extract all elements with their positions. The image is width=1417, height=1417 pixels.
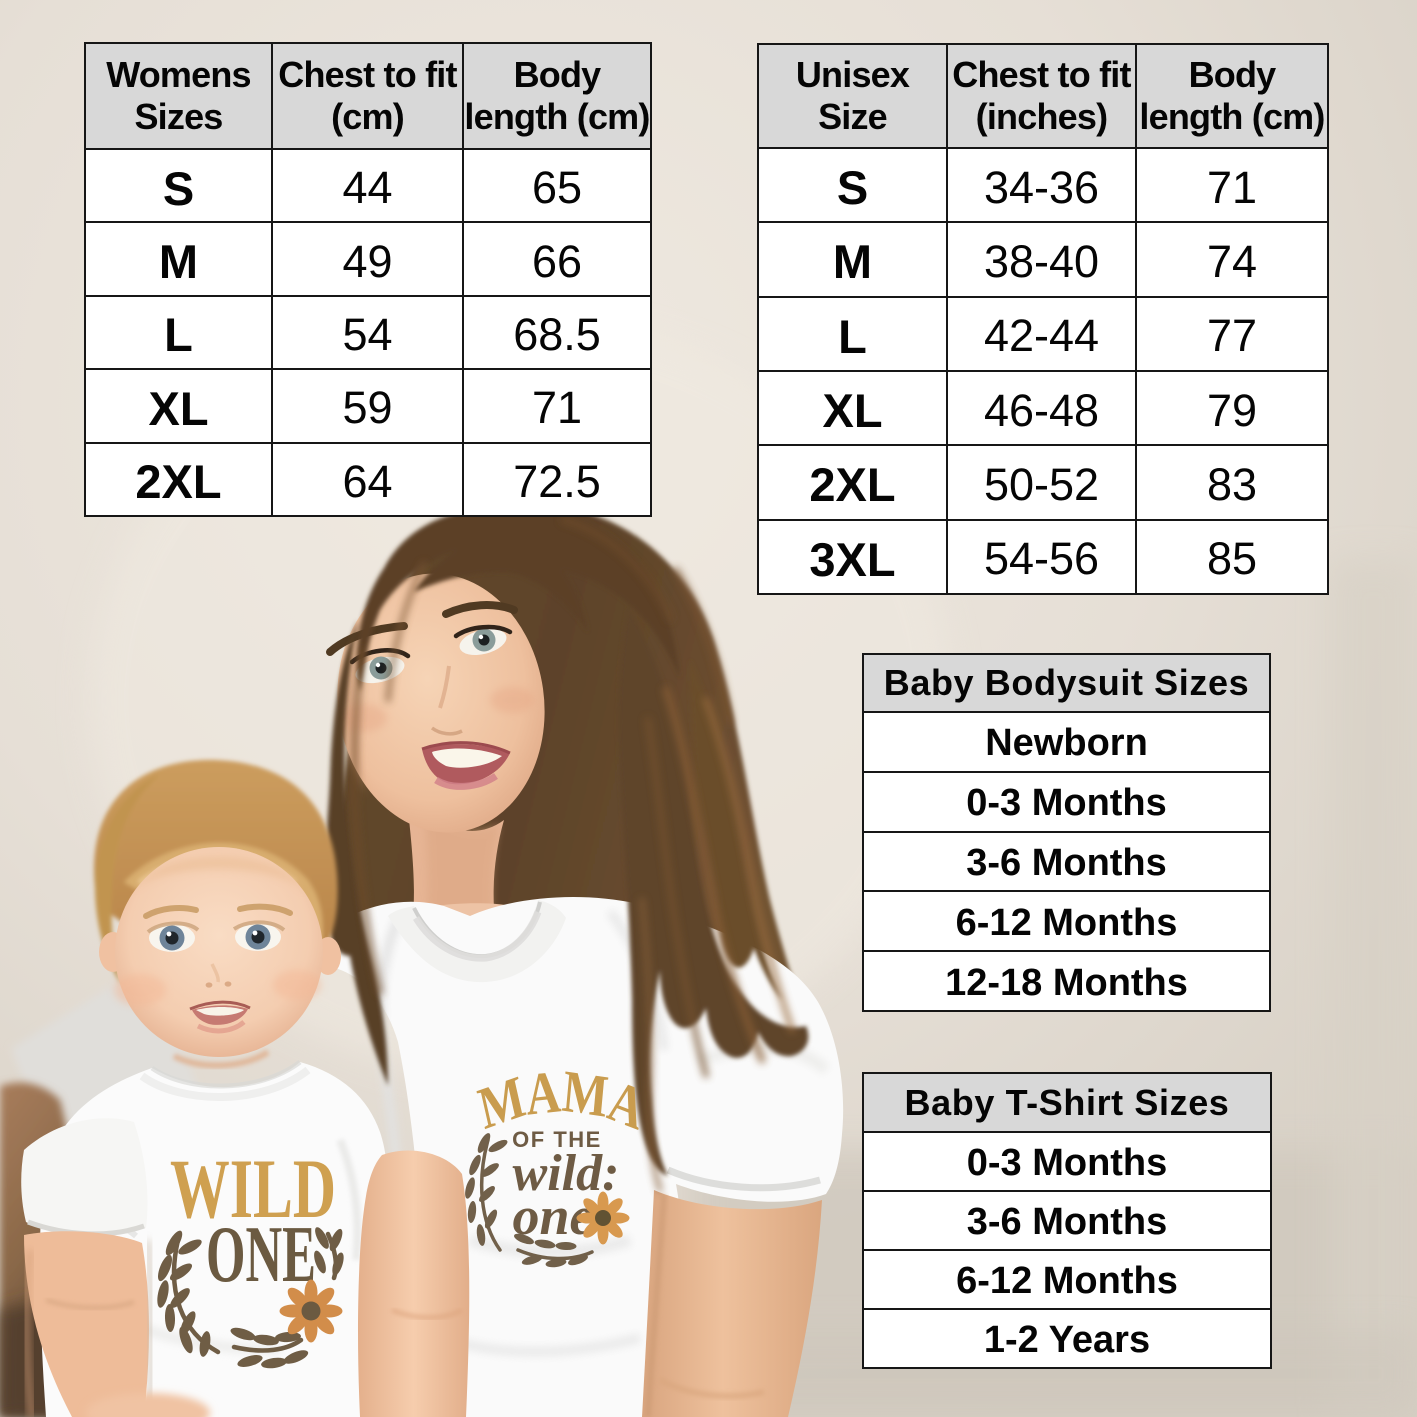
svg-text:WILD: WILD	[170, 1142, 336, 1236]
svg-text:ONE: ONE	[206, 1211, 316, 1299]
svg-text:OF THE: OF THE	[512, 1127, 602, 1152]
